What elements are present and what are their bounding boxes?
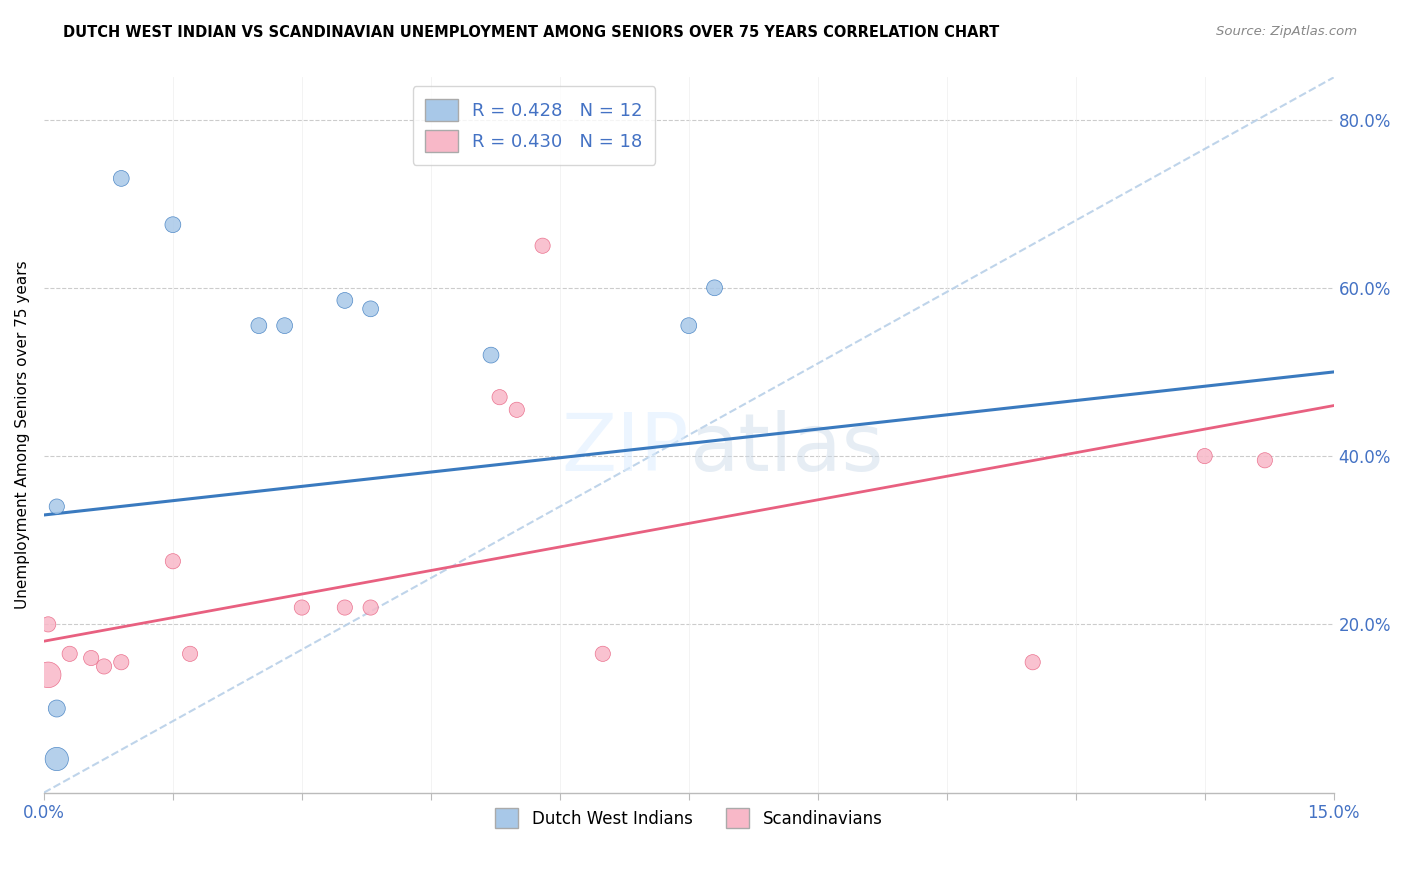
Point	[93, 659, 115, 673]
Point	[59, 647, 82, 661]
Point	[1194, 449, 1216, 463]
Point	[592, 647, 614, 661]
Point	[45, 752, 67, 766]
Point	[37, 668, 59, 682]
Point	[1021, 655, 1043, 669]
Point	[162, 218, 184, 232]
Point	[247, 318, 270, 333]
Point	[37, 617, 59, 632]
Point	[360, 600, 382, 615]
Point	[110, 171, 132, 186]
Text: atlas: atlas	[689, 410, 883, 488]
Point	[273, 318, 295, 333]
Point	[333, 600, 356, 615]
Text: DUTCH WEST INDIAN VS SCANDINAVIAN UNEMPLOYMENT AMONG SENIORS OVER 75 YEARS CORRE: DUTCH WEST INDIAN VS SCANDINAVIAN UNEMPL…	[63, 25, 1000, 40]
Point	[333, 293, 356, 308]
Point	[531, 238, 554, 252]
Text: ZIP: ZIP	[561, 410, 689, 488]
Y-axis label: Unemployment Among Seniors over 75 years: Unemployment Among Seniors over 75 years	[15, 260, 30, 609]
Point	[45, 500, 67, 514]
Point	[506, 402, 529, 417]
Text: Source: ZipAtlas.com: Source: ZipAtlas.com	[1216, 25, 1357, 38]
Point	[678, 318, 700, 333]
Point	[80, 651, 103, 665]
Point	[479, 348, 502, 362]
Point	[291, 600, 314, 615]
Point	[488, 390, 510, 404]
Point	[1254, 453, 1277, 467]
Point	[360, 301, 382, 316]
Point	[110, 655, 132, 669]
Point	[162, 554, 184, 568]
Legend: Dutch West Indians, Scandinavians: Dutch West Indians, Scandinavians	[488, 802, 889, 834]
Point	[703, 281, 725, 295]
Point	[45, 701, 67, 715]
Point	[179, 647, 201, 661]
